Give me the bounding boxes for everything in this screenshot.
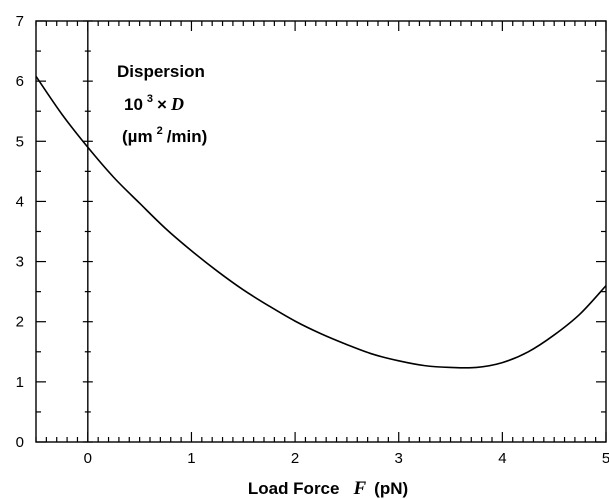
annotation-title: Dispersion xyxy=(117,62,205,81)
series-line xyxy=(35,75,607,369)
annotation-quantity-exponent: 3 xyxy=(147,93,153,105)
annotation-unit-exponent: 2 xyxy=(157,125,163,137)
axis-ticks xyxy=(35,20,607,443)
annotation-unit-close: /min) xyxy=(167,127,208,146)
annotation-quantity-times: × xyxy=(157,95,167,114)
y-tick-labels: 0 1 2 3 4 5 6 7 xyxy=(16,13,24,451)
x-axis-title-unit: (pN) xyxy=(374,479,408,498)
annotation-quantity-base: 10 xyxy=(124,95,143,114)
x-tick-label: 2 xyxy=(291,450,299,467)
plot-frame xyxy=(35,20,607,443)
y-tick-label: 7 xyxy=(16,13,24,30)
x-axis-title: Load Force F (pN) xyxy=(248,478,408,499)
chart-annotation: Dispersion 10 3 × D (µm 2 /min) xyxy=(117,62,207,146)
y-tick-label: 2 xyxy=(16,314,24,331)
y-tick-label: 5 xyxy=(16,133,24,150)
x-tick-label: 5 xyxy=(602,450,609,467)
annotation-quantity: 10 3 × D xyxy=(124,89,184,114)
x-tick-label: 3 xyxy=(395,450,403,467)
x-axis-title-symbol: F xyxy=(352,478,366,499)
x-axis-title-prefix: Load Force xyxy=(248,479,340,498)
x-tick-labels: 0 1 2 3 4 5 xyxy=(84,450,609,467)
y-tick-label: 3 xyxy=(16,254,24,271)
y-tick-label: 1 xyxy=(16,374,24,391)
annotation-unit-open: (µm xyxy=(122,127,153,146)
x-tick-label: 4 xyxy=(498,450,506,467)
y-tick-label: 6 xyxy=(16,73,24,90)
y-tick-label: 0 xyxy=(16,434,24,451)
plot-area xyxy=(35,20,607,443)
annotation-unit: (µm 2 /min) xyxy=(122,121,207,146)
x-tick-label: 0 xyxy=(84,450,92,467)
x-tick-label: 1 xyxy=(187,450,195,467)
annotation-quantity-symbol: D xyxy=(170,94,184,114)
y-tick-label: 4 xyxy=(16,193,24,210)
